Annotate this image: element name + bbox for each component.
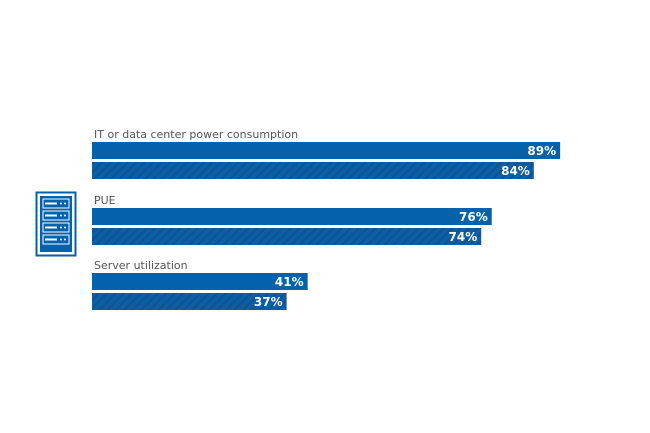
bar-value-label: 74%: [449, 230, 478, 244]
bar: [92, 162, 534, 179]
bar-value-label: 89%: [527, 144, 556, 158]
group-label: IT or data center power consumption: [94, 128, 298, 141]
bar: [92, 273, 308, 290]
bar: [92, 208, 492, 225]
bar-value-label: 41%: [275, 275, 304, 289]
group-label: Server utilization: [94, 259, 188, 272]
bar: [92, 228, 482, 245]
server-rack-icon: [35, 191, 77, 257]
bar-value-label: 37%: [254, 295, 283, 309]
group-label: PUE: [94, 194, 116, 207]
bar: [92, 142, 561, 159]
bar-value-label: 76%: [459, 210, 488, 224]
bar-value-label: 84%: [501, 164, 530, 178]
bar: [92, 293, 287, 310]
